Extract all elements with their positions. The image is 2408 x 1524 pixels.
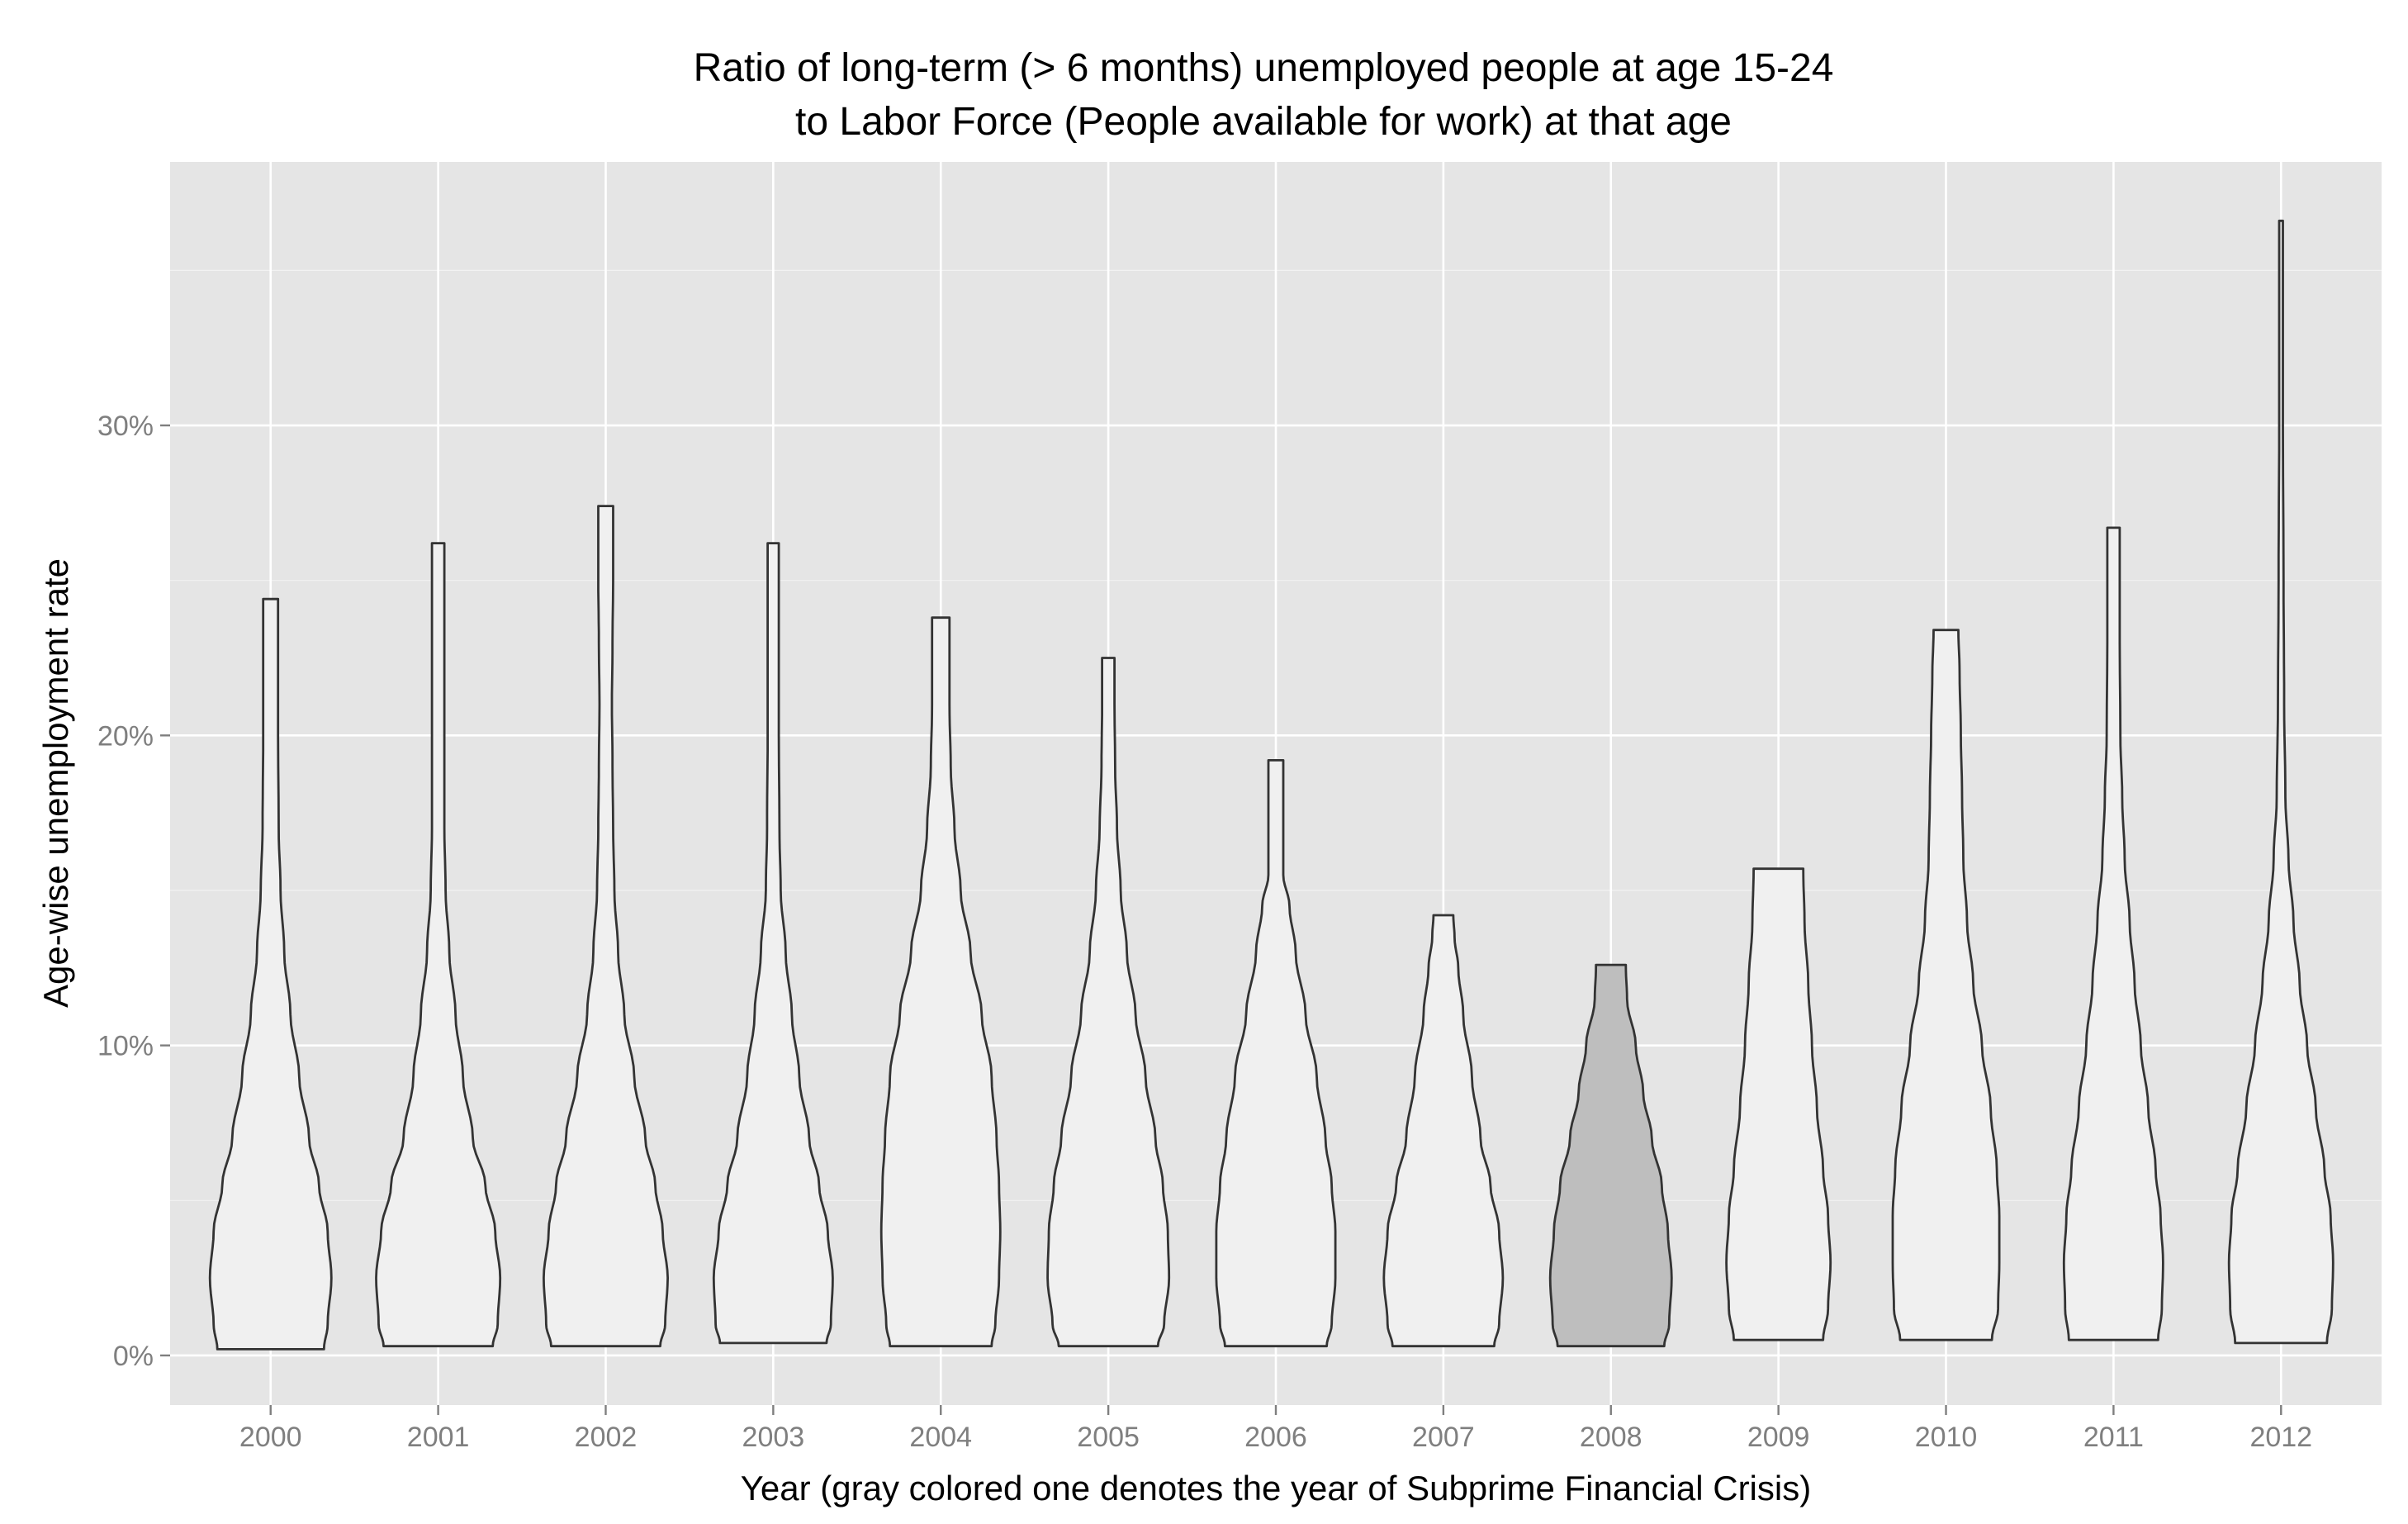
y-tick-label: 20% xyxy=(97,720,154,752)
y-tick-label: 30% xyxy=(97,411,154,442)
x-axis: 2000 2001 2002 2003 2004 2005 2006 2007 2008 2009… xyxy=(239,1405,2312,1453)
violin-2012 xyxy=(2227,219,2335,1345)
x-axis-title: Year (gray colored one denotes the year … xyxy=(741,1469,1811,1507)
violin-2002 xyxy=(543,505,669,1348)
violins xyxy=(208,219,2335,1351)
x-tick-label: 2003 xyxy=(742,1422,805,1453)
x-tick-label: 2005 xyxy=(1077,1422,1140,1453)
x-tick-label: 2004 xyxy=(909,1422,972,1453)
violin-2001 xyxy=(375,542,502,1348)
x-tick-label: 2000 xyxy=(239,1422,302,1453)
y-tick-label: 0% xyxy=(113,1341,154,1372)
x-tick-label: 2001 xyxy=(407,1422,470,1453)
violin-2006 xyxy=(1215,759,1337,1348)
y-axis: 0% 10% 20% 30% xyxy=(97,411,170,1372)
violin-2009 xyxy=(1725,867,1832,1341)
violin-2000 xyxy=(208,597,333,1351)
x-tick-label: 2009 xyxy=(1747,1422,1810,1453)
chart-subtitle: to Labor Force (People available for wor… xyxy=(795,100,1732,144)
violin-2005 xyxy=(1046,657,1171,1348)
violin-2007 xyxy=(1382,914,1505,1348)
x-tick-label: 2010 xyxy=(1915,1422,1978,1453)
violin-2011 xyxy=(2062,526,2164,1341)
violin-2010 xyxy=(1891,629,2001,1341)
y-axis-title: Age-wise unemployment rate xyxy=(36,558,75,1008)
x-tick-label: 2011 xyxy=(2083,1422,2144,1453)
chart-title: Ratio of long-term (> 6 months) unemploy… xyxy=(694,46,1834,90)
y-tick-label: 10% xyxy=(97,1031,154,1062)
violin-2003 xyxy=(712,542,834,1345)
violin-2008 xyxy=(1548,963,1673,1348)
x-tick-label: 2006 xyxy=(1244,1422,1307,1453)
x-tick-label: 2008 xyxy=(1580,1422,1642,1453)
x-tick-label: 2012 xyxy=(2249,1422,2312,1453)
x-tick-label: 2007 xyxy=(1412,1422,1475,1453)
x-tick-label: 2002 xyxy=(575,1422,638,1453)
violin-2004 xyxy=(879,616,1002,1348)
